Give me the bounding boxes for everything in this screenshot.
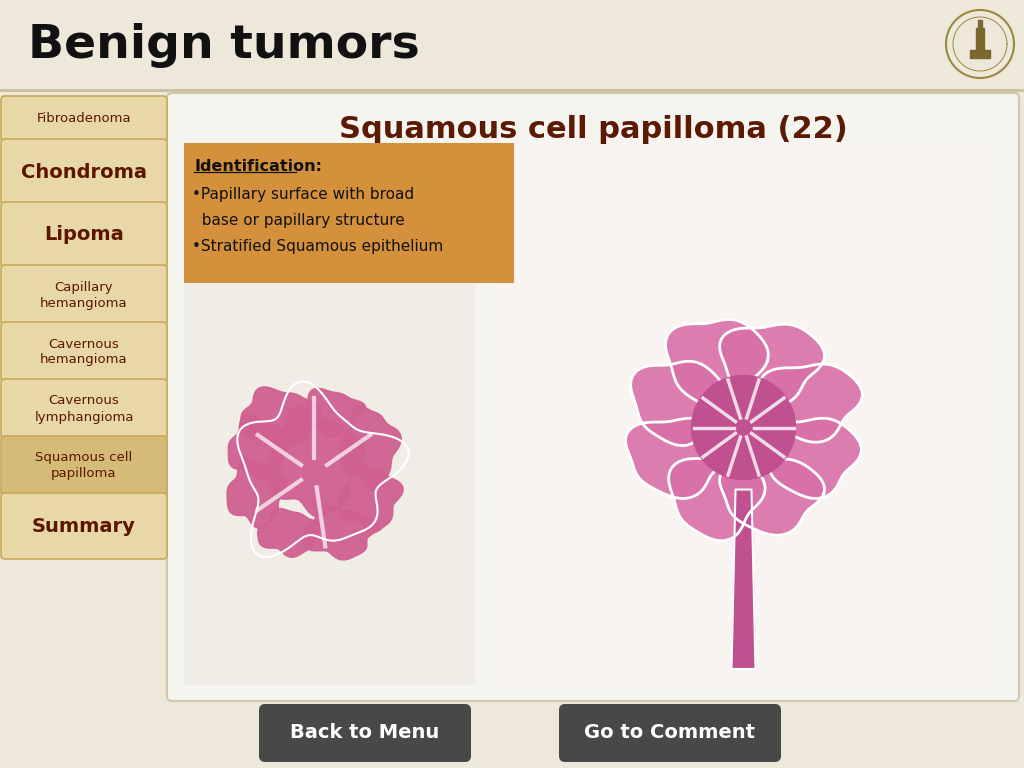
- FancyBboxPatch shape: [559, 704, 781, 762]
- Polygon shape: [626, 419, 730, 498]
- Polygon shape: [490, 141, 997, 684]
- Polygon shape: [631, 361, 725, 445]
- FancyBboxPatch shape: [1, 436, 167, 496]
- Polygon shape: [720, 324, 824, 405]
- Text: Lipoma: Lipoma: [44, 226, 124, 244]
- Text: Back to Menu: Back to Menu: [291, 723, 439, 743]
- Polygon shape: [720, 459, 824, 535]
- Text: Fibroadenoma: Fibroadenoma: [37, 112, 131, 125]
- FancyBboxPatch shape: [1, 379, 167, 439]
- Polygon shape: [691, 376, 796, 479]
- Text: base or papillary structure: base or papillary structure: [193, 213, 404, 228]
- Text: Squamous cell
papilloma: Squamous cell papilloma: [36, 452, 133, 481]
- FancyBboxPatch shape: [184, 143, 514, 283]
- Text: Squamous cell papilloma (22): Squamous cell papilloma (22): [339, 115, 848, 144]
- Text: •Papillary surface with broad: •Papillary surface with broad: [193, 187, 414, 202]
- FancyBboxPatch shape: [1, 322, 167, 382]
- FancyBboxPatch shape: [1, 493, 167, 559]
- Polygon shape: [184, 281, 474, 684]
- Polygon shape: [760, 364, 862, 442]
- Polygon shape: [339, 406, 401, 491]
- Polygon shape: [761, 419, 861, 498]
- Polygon shape: [268, 408, 365, 518]
- Polygon shape: [303, 505, 379, 560]
- Polygon shape: [228, 415, 293, 481]
- Polygon shape: [296, 389, 366, 437]
- Polygon shape: [731, 489, 756, 669]
- Text: Cavernous
hemangioma: Cavernous hemangioma: [40, 337, 128, 366]
- Text: Go to Comment: Go to Comment: [585, 723, 756, 743]
- FancyBboxPatch shape: [167, 93, 1019, 701]
- Polygon shape: [241, 387, 322, 448]
- Polygon shape: [338, 462, 403, 533]
- FancyBboxPatch shape: [1, 139, 167, 205]
- Polygon shape: [669, 455, 765, 541]
- Text: Benign tumors: Benign tumors: [28, 22, 420, 68]
- Polygon shape: [227, 458, 288, 528]
- FancyBboxPatch shape: [1, 265, 167, 325]
- Text: Cavernous
lymphangioma: Cavernous lymphangioma: [34, 395, 134, 423]
- Polygon shape: [666, 319, 768, 410]
- Polygon shape: [258, 508, 324, 558]
- FancyBboxPatch shape: [1, 96, 167, 142]
- Text: •Stratified Squamous epithelium: •Stratified Squamous epithelium: [193, 239, 443, 254]
- Text: Chondroma: Chondroma: [22, 163, 147, 181]
- Text: Summary: Summary: [32, 517, 136, 535]
- Text: Capillary
hemangioma: Capillary hemangioma: [40, 280, 128, 310]
- FancyBboxPatch shape: [1, 202, 167, 268]
- FancyBboxPatch shape: [259, 704, 471, 762]
- Text: Identification:: Identification:: [194, 159, 322, 174]
